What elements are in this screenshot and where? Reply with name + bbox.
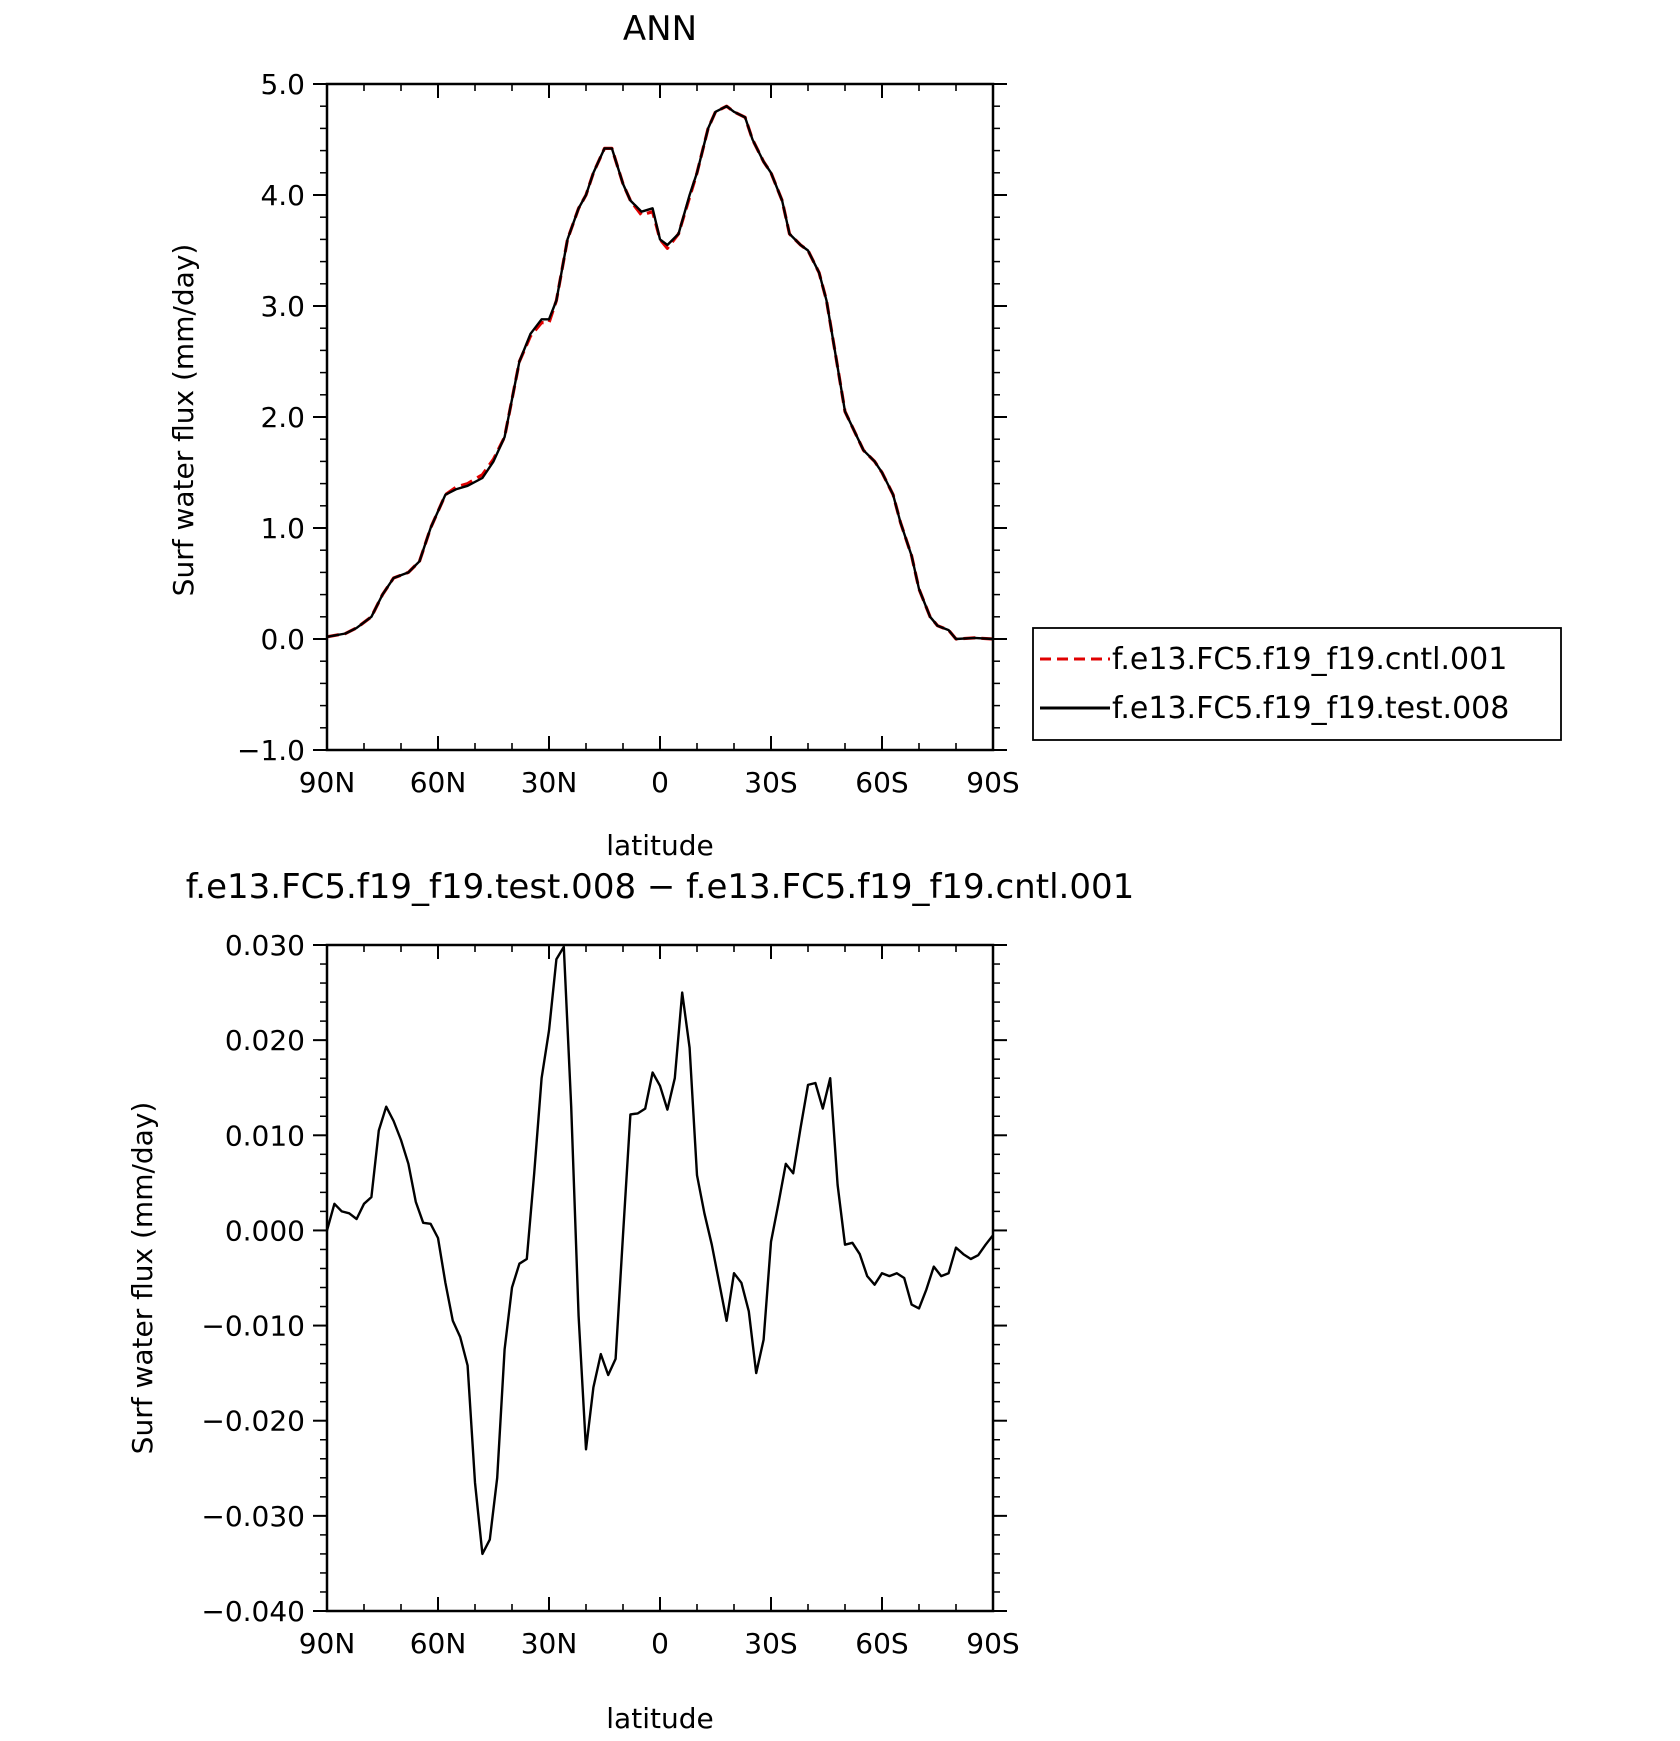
top-series bbox=[326, 104, 994, 641]
y-tick-label: −1.0 bbox=[237, 734, 305, 767]
bottom-tick-labels: 90N 60N 30N 0 30S 60S 90S 0.030 0.020 0.010 0.000 −… bbox=[201, 929, 1019, 1660]
x-tick-label: 0 bbox=[651, 766, 669, 799]
y-tick-label: 5.0 bbox=[260, 68, 305, 101]
bottom-series bbox=[325, 945, 994, 1556]
bottom-panel: f.e13.FC5.f19_f19.test.008 − f.e13.FC5.f… bbox=[126, 867, 1134, 1735]
legend-label-test: f.e13.FC5.f19_f19.test.008 bbox=[1112, 691, 1509, 726]
y-tick-label: −0.040 bbox=[201, 1595, 305, 1628]
y-tick-label: −0.010 bbox=[201, 1310, 305, 1343]
x-tick-label: 30S bbox=[744, 766, 797, 799]
y-tick-label: 4.0 bbox=[260, 179, 305, 212]
legend-label-cntl: f.e13.FC5.f19_f19.cntl.001 bbox=[1112, 642, 1507, 677]
y-tick-label: 0.030 bbox=[225, 929, 305, 962]
x-tick-label: 30N bbox=[521, 1627, 578, 1660]
y-tick-label: 0.0 bbox=[260, 623, 305, 656]
series-line-1-0 bbox=[325, 945, 994, 1556]
y-tick-label: −0.030 bbox=[201, 1500, 305, 1533]
legend-box bbox=[1032, 627, 1562, 741]
bottom-y-axis-label: Surf water flux (mm/day) bbox=[126, 1102, 159, 1455]
legend: f.e13.FC5.f19_f19.cntl.001 f.e13.FC5.f19… bbox=[1032, 627, 1562, 741]
top-tick-labels: 90N 60N 30N 0 30S 60S 90S 5.0 4.0 3.0 2.0 1.0 0.0 −1.… bbox=[237, 68, 1020, 799]
y-tick-label: 0.010 bbox=[225, 1119, 305, 1152]
y-tick-label: 0.000 bbox=[225, 1214, 305, 1247]
x-tick-label: 60S bbox=[855, 766, 908, 799]
bottom-x-axis-label: latitude bbox=[606, 1702, 713, 1735]
y-tick-label: 0.020 bbox=[225, 1024, 305, 1057]
x-tick-label: 30N bbox=[521, 766, 578, 799]
x-tick-label: 90S bbox=[966, 1627, 1019, 1660]
top-y-axis-label: Surf water flux (mm/day) bbox=[167, 244, 200, 597]
x-tick-label: 60N bbox=[410, 766, 467, 799]
x-tick-label: 90S bbox=[966, 766, 1019, 799]
top-chart-title: ANN bbox=[623, 9, 697, 49]
series-line-0-1 bbox=[326, 104, 994, 641]
x-tick-label: 60N bbox=[410, 1627, 467, 1660]
y-tick-label: 2.0 bbox=[260, 401, 305, 434]
bottom-plot-frame bbox=[325, 943, 995, 1613]
x-tick-label: 0 bbox=[651, 1627, 669, 1660]
series-line-0-0 bbox=[326, 104, 994, 641]
top-panel: ANN 90N 60N 30N 0 30S 60S 90S 5.0 4.0 3.0 2.0 1.0 0.… bbox=[167, 9, 1020, 862]
y-tick-label: 3.0 bbox=[260, 290, 305, 323]
x-tick-label: 90N bbox=[299, 766, 356, 799]
y-tick-label: −0.020 bbox=[201, 1405, 305, 1438]
top-ticks bbox=[313, 83, 1007, 751]
top-x-axis-label: latitude bbox=[606, 829, 713, 862]
y-tick-label: 1.0 bbox=[260, 512, 305, 545]
x-tick-label: 90N bbox=[299, 1627, 356, 1660]
bottom-chart-title: f.e13.FC5.f19_f19.test.008 − f.e13.FC5.f… bbox=[186, 867, 1134, 907]
x-tick-label: 60S bbox=[855, 1627, 908, 1660]
x-tick-label: 30S bbox=[744, 1627, 797, 1660]
top-plot-frame bbox=[325, 82, 995, 752]
